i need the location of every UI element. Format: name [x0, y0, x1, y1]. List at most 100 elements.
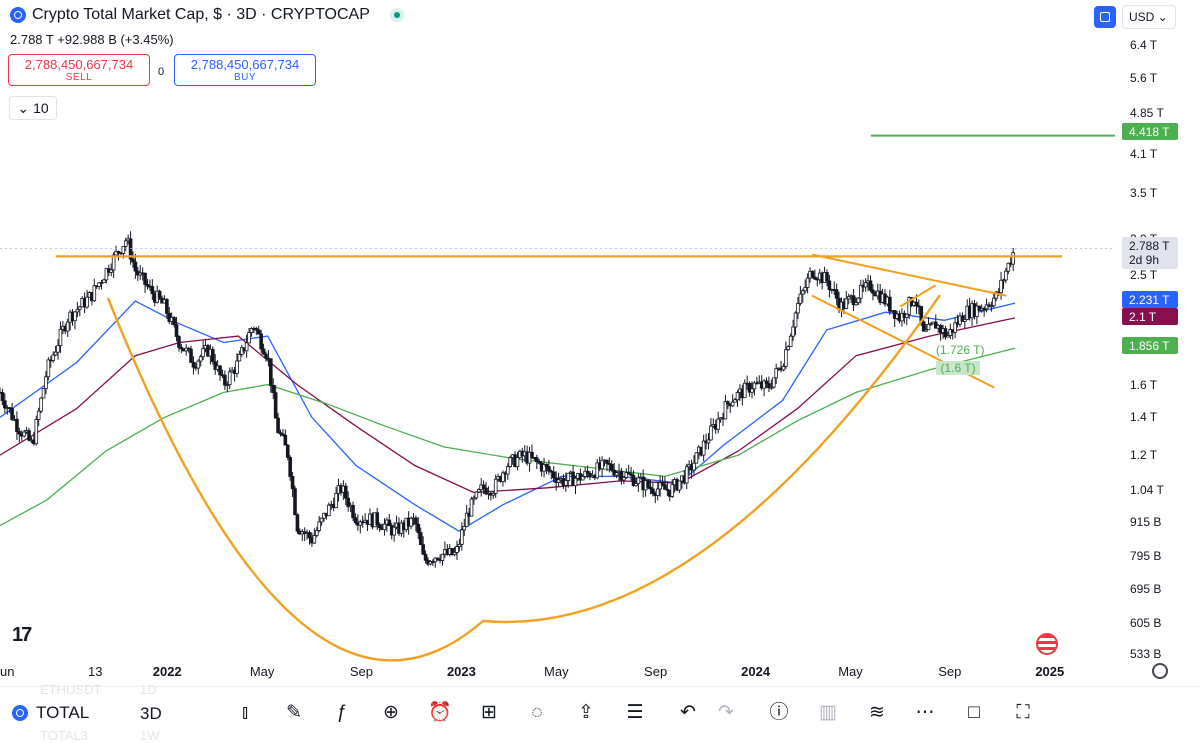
candle-body: [750, 388, 754, 393]
indicators-toggle[interactable]: ⌄ 10: [9, 96, 57, 120]
candle-body: [223, 374, 227, 386]
candle-body: [585, 470, 590, 474]
candle-body: [218, 365, 222, 376]
y-tick-label: 6.4 T: [1130, 37, 1158, 52]
square-icon[interactable]: □: [968, 702, 980, 723]
candle-body: [846, 296, 851, 300]
candle-body: [755, 382, 759, 385]
ma-mid-label: 2.1 T: [1122, 308, 1178, 325]
y-tick-label: 605 B: [1130, 615, 1162, 630]
candle-body: [440, 553, 445, 561]
buy-price: 2,788,450,667,734: [190, 57, 300, 72]
candle-body: [709, 425, 713, 441]
current-price-label: 2.788 T 2d 9h: [1122, 237, 1178, 269]
candle-body: [416, 523, 421, 534]
symbol-icon: [12, 705, 28, 721]
info-icon[interactable]: ⓘ: [769, 702, 789, 723]
x-tick-label: May: [544, 664, 569, 679]
candle-body: [793, 312, 798, 328]
candle-body: [278, 432, 283, 435]
candle-body: [547, 466, 551, 472]
candle-body: [104, 268, 109, 281]
candle-body: [462, 525, 467, 531]
candle-body: [551, 471, 556, 479]
candle-body: [131, 258, 135, 263]
us-flag-icon[interactable]: [1036, 633, 1058, 655]
more-icon[interactable]: ⋯: [915, 702, 935, 723]
notes-icon[interactable]: ☰: [626, 702, 644, 723]
x-tick-label: May: [249, 664, 275, 679]
candle-body: [791, 326, 795, 337]
candle-body: [619, 470, 624, 481]
candle-body: [600, 459, 604, 470]
candle-body: [22, 431, 26, 437]
indicators-fx-icon[interactable]: ƒ: [336, 702, 348, 723]
candle-body: [484, 487, 488, 495]
candle-body: [102, 279, 106, 283]
candle-body: [977, 305, 982, 311]
ghost-symbol-2: TOTAL3: [40, 728, 88, 743]
share-icon[interactable]: ⇪: [578, 702, 594, 723]
candle-body: [165, 299, 169, 314]
sell-button[interactable]: 2,788,450,667,734 SELL: [8, 54, 150, 86]
candle-body: [39, 397, 43, 412]
candle-body: [501, 472, 505, 482]
candle-body: [622, 477, 626, 481]
y-tick-label: 1.4 T: [1130, 410, 1158, 425]
buy-label: BUY: [233, 72, 257, 83]
candle-body: [201, 348, 205, 358]
candle-body: [752, 382, 757, 390]
candle-body: [27, 430, 31, 441]
candle-body: [660, 482, 665, 486]
candle-body: [210, 348, 215, 363]
sync-icon[interactable]: [1094, 6, 1116, 28]
candle-body: [474, 491, 479, 499]
candle-body: [249, 328, 254, 333]
candle-body: [179, 346, 184, 350]
buy-button[interactable]: 2,788,450,667,734 BUY: [174, 54, 316, 86]
redo-icon[interactable]: ↷: [718, 702, 734, 723]
alert-icon[interactable]: ⏰: [428, 702, 452, 723]
sell-price: 2,788,450,667,734: [24, 57, 134, 72]
bar-countdown: 2d 9h: [1129, 253, 1160, 267]
candle-body: [813, 276, 817, 280]
ideas-bulb-icon[interactable]: ◌: [531, 702, 543, 723]
chart-title[interactable]: Crypto Total Market Cap, $ · 3D · CRYPTO…: [32, 6, 370, 23]
ghost-interval: 1D: [140, 682, 157, 697]
candles-icon[interactable]: ⫾: [241, 702, 249, 723]
layout-grid-icon[interactable]: ⊞: [481, 702, 497, 723]
candle-body: [1001, 279, 1006, 282]
candle-body: [544, 464, 549, 467]
candle-body: [924, 329, 928, 332]
symbol-selector[interactable]: TOTAL: [12, 703, 89, 723]
market-status-icon[interactable]: [389, 8, 404, 22]
interval-selector[interactable]: 3D: [140, 704, 162, 723]
candle-body: [646, 480, 650, 488]
x-tick-label: un: [0, 664, 15, 679]
candle-body: [907, 297, 911, 315]
candle-body: [85, 296, 89, 308]
gear-icon[interactable]: [1152, 663, 1168, 679]
candle-body: [530, 451, 534, 458]
compare-icon[interactable]: ≋: [869, 702, 885, 723]
candle-body: [121, 246, 126, 254]
candle-body: [283, 434, 288, 446]
candle-body: [805, 277, 810, 288]
candle-body: [145, 284, 150, 287]
candle-body: [36, 410, 41, 420]
ma-slow-label: 1.856 T: [1122, 337, 1178, 354]
candle-body: [692, 462, 696, 471]
candle-body: [984, 304, 989, 310]
indicator-count: 10: [33, 100, 49, 116]
undo-icon[interactable]: ↶: [680, 702, 696, 723]
candle-body: [595, 462, 600, 479]
fullscreen-icon[interactable]: ⛶: [1016, 702, 1030, 723]
currency-select[interactable]: USD ⌄: [1122, 5, 1176, 29]
candle-body: [281, 433, 285, 436]
bars-chart-icon[interactable]: ▥: [819, 702, 837, 723]
draw-pen-icon[interactable]: ✎: [286, 702, 302, 723]
candle-body: [614, 472, 619, 476]
annotation-1: (1.726 T): [936, 343, 985, 357]
add-icon[interactable]: ⊕: [383, 702, 399, 723]
